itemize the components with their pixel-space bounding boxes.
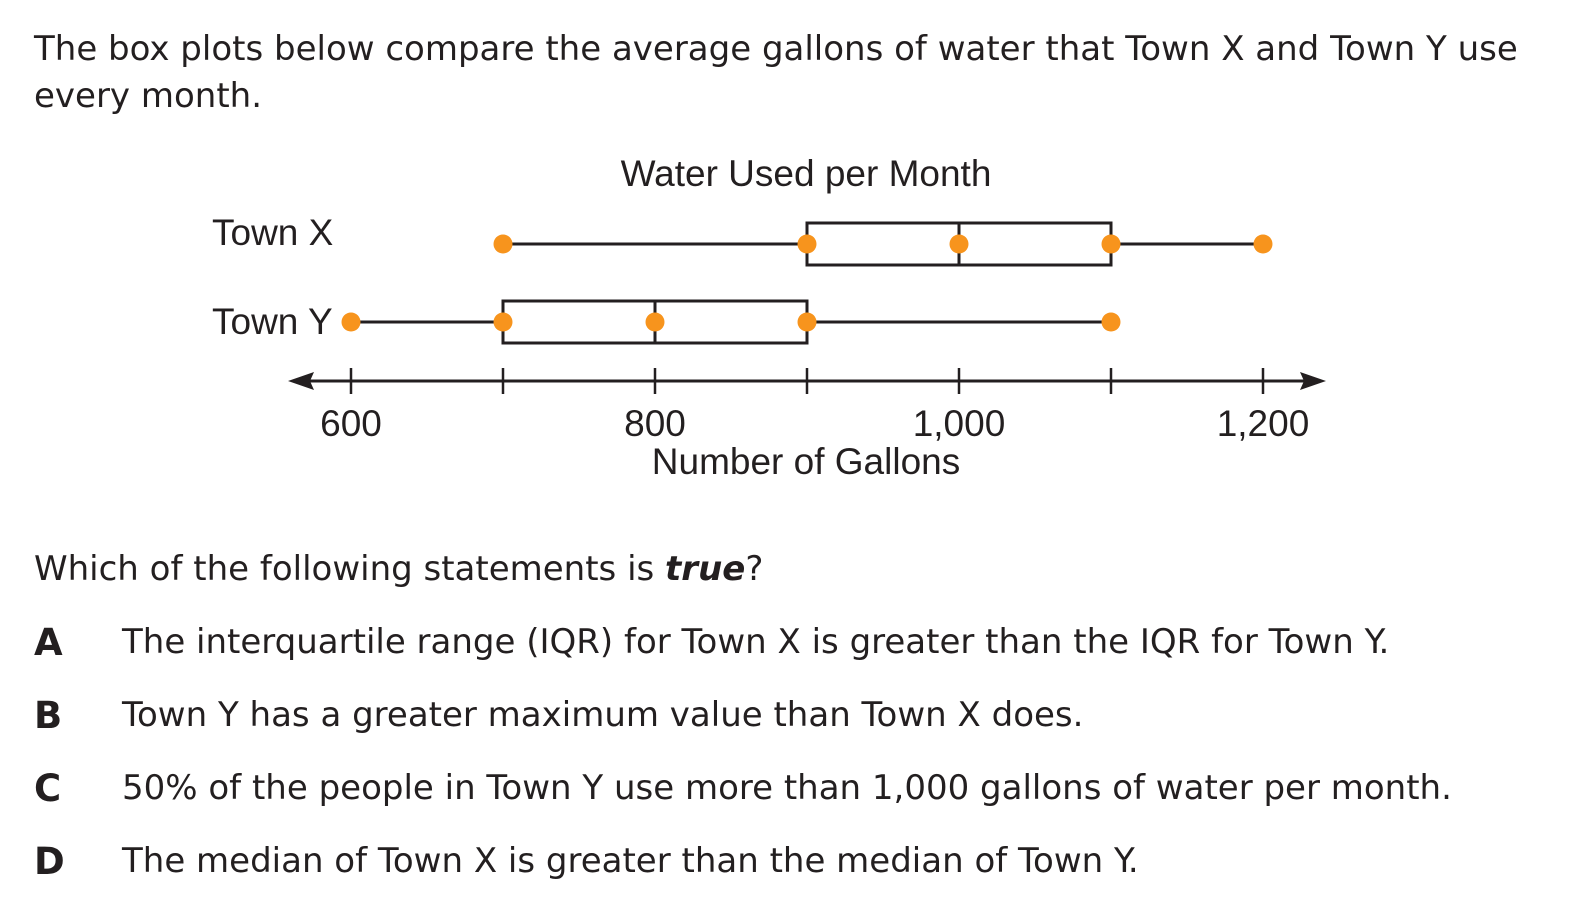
option-d-text: The median of Town X is greater than the… (122, 841, 1139, 881)
town-y-min-point (341, 312, 361, 332)
x-axis-label: Number of Gallons (652, 441, 960, 482)
x-axis: 600 800 1,000 1,200 (288, 368, 1326, 444)
axis-arrow-right (1300, 372, 1326, 390)
axis-arrow-left (288, 372, 314, 390)
town-y-box-plot (341, 299, 1121, 345)
question-suffix: ? (745, 549, 764, 589)
option-b-letter: B (34, 694, 63, 737)
town-x-median-point (949, 234, 969, 254)
option-c-text: 50% of the people in Town Y use more tha… (122, 768, 1452, 808)
town-x-q3-point (1101, 234, 1121, 254)
x-tick-label-1000: 1,000 (913, 403, 1006, 444)
town-x-label: Town X (212, 212, 333, 253)
town-x-min-point (493, 234, 513, 254)
option-a-letter: A (34, 621, 63, 664)
town-y-q1-point (493, 312, 513, 332)
option-c-letter: C (34, 767, 62, 810)
x-tick-label-600: 600 (320, 403, 382, 444)
chart-title: Water Used per Month (621, 153, 992, 194)
question-text: Which of the following statements is tru… (34, 546, 763, 593)
option-d-letter: D (34, 840, 65, 883)
town-x-q1-point (797, 234, 817, 254)
town-x-max-point (1253, 234, 1273, 254)
x-tick-label-800: 800 (624, 403, 686, 444)
town-y-q3-point (797, 312, 817, 332)
question-emphasis: true (665, 549, 746, 589)
option-b-text: Town Y has a greater maximum value than … (122, 695, 1084, 735)
option-a-text: The interquartile range (IQR) for Town X… (122, 622, 1390, 662)
plot-area (341, 221, 1273, 345)
x-tick-label-1200: 1,200 (1217, 403, 1310, 444)
town-x-box-plot (493, 221, 1273, 267)
box-plot-chart: Water Used per Month Town X Town Y Numbe… (212, 153, 1326, 482)
question-prefix: Which of the following statements is (34, 549, 666, 589)
town-y-max-point (1101, 312, 1121, 332)
town-y-median-point (645, 312, 665, 332)
intro-text: The box plots below compare the average … (34, 29, 1518, 116)
town-y-label: Town Y (212, 301, 333, 342)
